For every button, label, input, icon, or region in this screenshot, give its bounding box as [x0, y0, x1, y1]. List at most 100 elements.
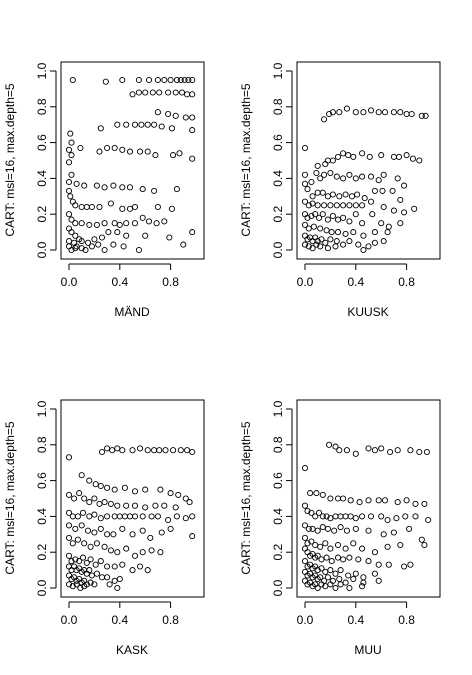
data-point [131, 502, 139, 509]
data-point [332, 243, 339, 250]
data-point [309, 525, 316, 532]
data-point [309, 200, 316, 207]
x-tick-label: 0.0 [297, 275, 314, 289]
data-point [359, 220, 366, 227]
axes-mand: 0.0 0.4 0.8 0.0 0.2 0.4 0.6 0.8 1.0 [35, 62, 179, 289]
data-point [366, 153, 373, 160]
data-point [329, 157, 336, 164]
y-tick-label: 0.6 [271, 472, 285, 489]
data-point [314, 189, 321, 196]
data-point [65, 243, 73, 250]
data-point [301, 171, 309, 178]
data-point [114, 549, 121, 556]
data-point [65, 454, 73, 461]
y-axis-title: CART: msl=16, max.depth=5 [3, 421, 17, 575]
data-point [359, 583, 366, 590]
data-point [342, 579, 349, 586]
data-point [116, 221, 123, 228]
data-point [181, 76, 188, 84]
data-point [336, 109, 343, 116]
data-point [78, 522, 85, 529]
data-point [402, 513, 409, 520]
data-point [78, 220, 85, 227]
data-point [334, 541, 342, 549]
data-point [65, 491, 73, 498]
data-point [301, 232, 309, 239]
y-tick-label: 0.0 [271, 241, 285, 258]
data-point [78, 472, 85, 479]
plot-frame [296, 61, 441, 260]
data-point [109, 447, 116, 454]
data-point [87, 543, 94, 550]
data-point [139, 549, 146, 556]
data-point [365, 243, 372, 250]
data-point [86, 221, 93, 228]
data-point [119, 525, 126, 532]
data-point [107, 500, 114, 507]
data-point [65, 178, 73, 186]
data-point [319, 524, 326, 531]
data-point [421, 541, 428, 549]
data-point [147, 534, 154, 541]
data-point [328, 558, 335, 565]
data-point [72, 245, 79, 252]
data-point [148, 513, 155, 520]
data-point [321, 171, 328, 178]
data-point [301, 221, 309, 228]
x-tick-label: 0.4 [111, 275, 128, 289]
data-point [327, 202, 334, 209]
data-point [327, 515, 334, 522]
data-point [156, 447, 163, 454]
y-tick-label: 0.6 [35, 472, 49, 489]
data-point [119, 146, 126, 153]
data-point [378, 445, 385, 452]
y-tick-label: 0.4 [35, 508, 49, 525]
data-point [88, 243, 95, 250]
data-point [151, 447, 158, 454]
x-tick-label: 0.8 [162, 275, 179, 289]
data-point [401, 563, 408, 570]
data-point [93, 570, 100, 577]
data-point [111, 144, 118, 152]
data-point [73, 243, 80, 250]
data-point [304, 549, 311, 556]
data-point [379, 187, 386, 194]
data-point [365, 445, 372, 452]
data-point [126, 184, 134, 191]
data-point [104, 513, 111, 520]
data-point [168, 205, 175, 212]
data-point [308, 178, 315, 186]
data-point [68, 558, 75, 565]
data-point [318, 236, 325, 243]
y-tick-label: 0.8 [35, 98, 49, 115]
data-point [126, 513, 134, 520]
panel-kuusk: 0.0 0.4 0.8 0.0 0.2 0.4 0.6 0.8 1.0 KUUSK CART: … [239, 61, 441, 319]
data-point [65, 522, 73, 529]
data-point [189, 229, 196, 236]
data-point [301, 568, 309, 575]
data-point [313, 169, 320, 177]
data-point [121, 513, 128, 520]
data-point [145, 76, 153, 84]
data-point [182, 495, 189, 502]
data-point [161, 218, 168, 225]
y-tick-label: 0.2 [35, 544, 49, 561]
data-point [65, 581, 73, 588]
data-point [93, 221, 100, 228]
data-point [131, 121, 139, 128]
data-point [423, 448, 430, 456]
data-point [152, 152, 159, 159]
data-point [367, 513, 375, 520]
data-point [97, 125, 104, 132]
data-point [149, 89, 156, 96]
data-point [162, 447, 169, 454]
data-point [81, 182, 88, 189]
data-point [314, 527, 321, 534]
data-point [106, 581, 113, 588]
data-point [68, 246, 75, 254]
x-tick-label: 0.8 [398, 275, 415, 289]
data-point [92, 481, 99, 488]
data-point [184, 91, 191, 98]
data-point [336, 193, 343, 200]
data-point [346, 218, 353, 225]
